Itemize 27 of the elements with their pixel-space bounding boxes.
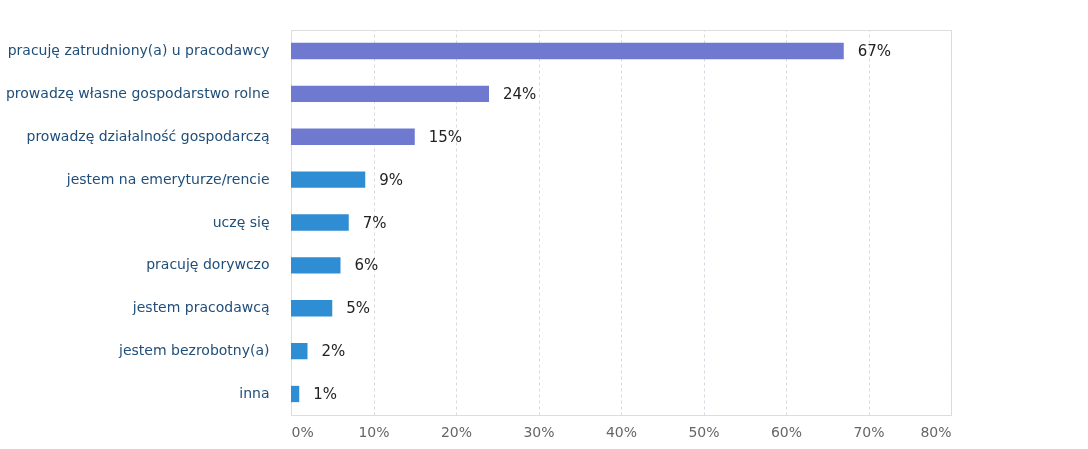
x-tick-label: 40%: [605, 423, 638, 440]
x-tick-label: 60%: [770, 423, 803, 440]
x-tick-label: 0%: [291, 423, 314, 440]
data-label: 1%: [313, 384, 338, 403]
y-tick-label: pracuję zatrudniony(a) u pracodawcy: [7, 42, 270, 59]
data-label: 7%: [362, 213, 387, 232]
data-label: 24%: [503, 84, 537, 103]
y-tick-label: uczę się: [212, 213, 270, 230]
x-tick-label: 20%: [440, 423, 473, 440]
x-tick-label: 30%: [523, 423, 555, 440]
data-label: 5%: [346, 299, 371, 318]
y-tick-label: jestem pracodawcą: [131, 299, 270, 316]
data-label: 67%: [857, 42, 892, 61]
data-label: 9%: [379, 170, 404, 189]
y-tick-label: inna: [239, 384, 270, 401]
y-tick-label: pracuję dorywczo: [146, 256, 270, 273]
y-tick-label: jestem na emeryturze/rencie: [65, 170, 270, 187]
data-label: 15%: [428, 127, 463, 146]
data-label: 6%: [354, 256, 379, 275]
y-tick-label: prowadzę własne gospodarstwo rolne: [5, 84, 270, 101]
x-tick-label: 50%: [688, 423, 720, 440]
y-tick-label: jestem bezrobotny(a): [118, 342, 270, 359]
x-tick-label: 70%: [853, 423, 885, 440]
x-tick-label: 10%: [358, 423, 390, 440]
x-tick-label: 80%: [920, 423, 952, 440]
y-tick-label: prowadzę działalność gospodarczą: [26, 127, 270, 144]
data-label: 2%: [321, 342, 346, 361]
